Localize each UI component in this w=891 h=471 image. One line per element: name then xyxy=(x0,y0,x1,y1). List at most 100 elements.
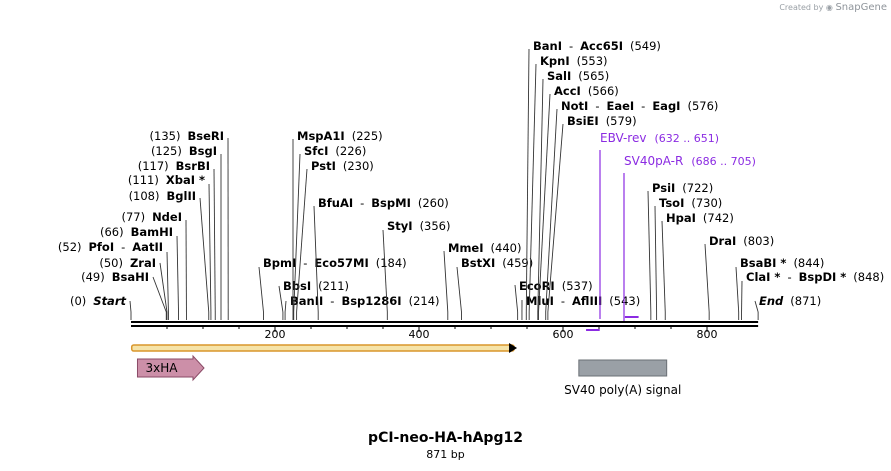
orf-bar xyxy=(130,344,515,352)
site-position: (184) xyxy=(376,256,407,270)
site-position: (125) xyxy=(151,144,182,158)
map-length: 871 bp xyxy=(426,448,465,461)
snapgene-logo-icon: ◉ xyxy=(825,3,833,12)
site-position: (566) xyxy=(588,84,619,98)
site-label: BpmI - Eco57MI (184) xyxy=(263,256,407,270)
site-label: TsoI (730) xyxy=(659,196,722,210)
site-position: (543) xyxy=(609,294,640,308)
site-label: NotI - EaeI - EagI (576) xyxy=(561,99,718,113)
site-leader-line xyxy=(382,229,388,313)
site-label: BsiEI (579) xyxy=(567,114,637,128)
enzyme-name: End xyxy=(759,294,784,308)
site-position: (77) xyxy=(121,210,145,224)
primer-label: SV40pA-R (686 .. 705) xyxy=(624,154,756,168)
site-position: - xyxy=(121,240,125,254)
site-leader-line xyxy=(284,300,287,313)
enzyme-name: BanII xyxy=(290,294,323,308)
site-leader-line xyxy=(545,108,558,313)
site-position: (226) xyxy=(335,144,366,158)
site-position: (49) xyxy=(81,270,105,284)
site-leader-line xyxy=(199,197,210,313)
enzyme-name: AflIII xyxy=(572,294,602,308)
site-position: (549) xyxy=(630,39,661,53)
enzyme-name: BpmI xyxy=(263,256,296,270)
orf-arrowhead xyxy=(509,343,518,353)
site-position: (565) xyxy=(578,69,609,83)
site-leader-line xyxy=(176,235,179,313)
site-position: (111) xyxy=(128,173,159,187)
site-label: MluI - AflIII (543) xyxy=(526,294,640,308)
primer-range: (686 .. 705) xyxy=(691,155,756,168)
feature-label: 3xHA xyxy=(145,361,178,375)
enzyme-name: BbsI xyxy=(283,279,311,293)
site-leader-line xyxy=(213,168,216,313)
site-label: KpnI (553) xyxy=(540,54,608,68)
enzyme-name: BspMI xyxy=(371,196,411,210)
site-position: (730) xyxy=(691,196,722,210)
site-position: - xyxy=(641,99,645,113)
site-leader-line xyxy=(654,205,658,313)
site-position: (553) xyxy=(577,54,608,68)
site-leader-line xyxy=(296,168,308,313)
site-position: - xyxy=(569,39,573,53)
enzyme-name: Acc65I xyxy=(580,39,623,53)
site-position: (459) xyxy=(502,256,533,270)
created-by-text: Created by xyxy=(779,3,824,12)
enzyme-name: MmeI xyxy=(448,241,484,255)
enzyme-name: ZraI xyxy=(130,256,156,270)
enzyme-name: BspDI * xyxy=(799,270,847,284)
site-label: HpaI (742) xyxy=(666,211,734,225)
site-leader-line xyxy=(313,205,319,313)
enzyme-name: TsoI xyxy=(659,196,684,210)
enzyme-name: PfoI xyxy=(89,240,115,254)
site-position: (440) xyxy=(491,241,522,255)
enzyme-name: EagI xyxy=(652,99,680,113)
site-position: (52) xyxy=(58,240,82,254)
site-label: SfcI (226) xyxy=(304,144,366,158)
site-label: MspA1I (225) xyxy=(297,129,383,143)
primer-range: (632 .. 651) xyxy=(654,132,719,145)
site-label: DraI (803) xyxy=(709,234,774,248)
site-leader-line xyxy=(166,251,169,313)
enzyme-name: KpnI xyxy=(540,54,570,68)
enzyme-name: BseRI xyxy=(187,129,224,143)
enzyme-name: BsaBI * xyxy=(740,256,786,270)
enzyme-name: NdeI xyxy=(152,210,182,224)
site-leader-line xyxy=(278,285,284,313)
site-leader-line xyxy=(538,93,551,313)
site-position: (225) xyxy=(352,129,383,143)
map-title: pCI-neo-HA-hApg12 xyxy=(368,430,523,446)
primer-name: SV40pA-R xyxy=(624,154,683,168)
site-position: (211) xyxy=(318,279,349,293)
enzyme-name: BstXI xyxy=(461,256,495,270)
enzyme-name: EcoRI xyxy=(519,279,555,293)
feature-arrow xyxy=(136,354,205,382)
enzyme-name: StyI xyxy=(387,219,413,233)
enzyme-name: BsrBI xyxy=(176,159,210,173)
enzyme-name: DraI xyxy=(709,234,736,248)
site-leader-line xyxy=(456,266,462,313)
site-leader-line xyxy=(208,183,212,313)
enzyme-name: ClaI * xyxy=(746,270,780,284)
enzyme-name: XbaI * xyxy=(166,173,205,187)
site-label: (49) BsaHI xyxy=(81,270,149,284)
tick-label: 800 xyxy=(697,328,718,341)
enzyme-name: AatII xyxy=(132,240,163,254)
enzyme-name: Bsp1286I xyxy=(341,294,401,308)
feature-box xyxy=(578,359,668,377)
site-position: (848) xyxy=(853,270,884,284)
site-label: (66) BamHI xyxy=(100,225,173,239)
site-label: (135) BseRI xyxy=(150,129,224,143)
site-leader-line xyxy=(159,262,168,313)
feature-label: SV40 poly(A) signal xyxy=(564,383,681,397)
site-leader-line xyxy=(129,300,132,313)
site-position: (135) xyxy=(150,129,181,143)
enzyme-name: Start xyxy=(93,294,126,308)
site-position: (356) xyxy=(420,219,451,233)
site-position: - xyxy=(561,294,565,308)
site-position: (108) xyxy=(129,189,160,203)
site-label: (125) BsgI xyxy=(151,144,217,158)
site-position: (214) xyxy=(409,294,440,308)
enzyme-name: EaeI xyxy=(606,99,634,113)
site-position: - xyxy=(330,294,334,308)
